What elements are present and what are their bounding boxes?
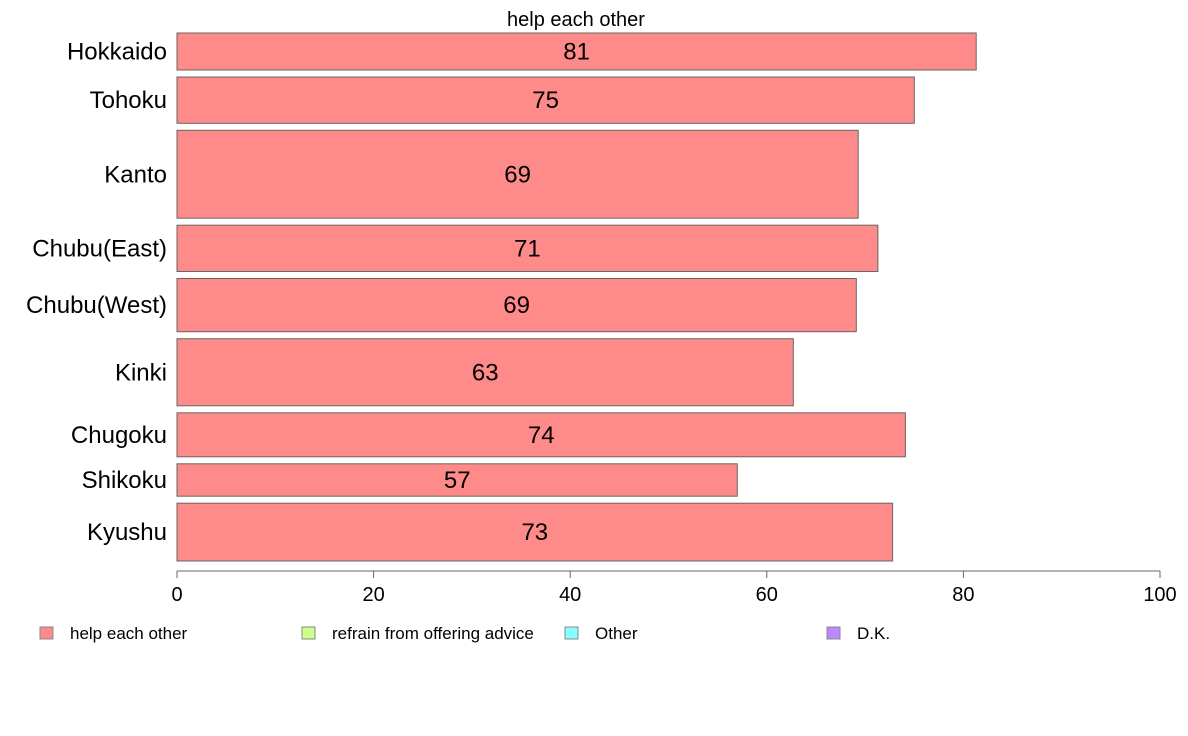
category-label: Kanto (104, 161, 167, 188)
legend-label: refrain from offering advice (332, 624, 534, 643)
legend-swatch (564, 626, 579, 640)
legend-label: help each other (70, 624, 188, 643)
x-tick-label: 40 (559, 584, 581, 606)
bar-value-label: 75 (532, 87, 559, 114)
x-tick-label: 60 (756, 584, 778, 606)
bar-shikoku (176, 463, 738, 497)
bar-kanto (176, 129, 859, 219)
category-label: Kyushu (87, 519, 167, 546)
bar-value-label: 74 (528, 422, 555, 449)
bar-kinki (176, 338, 794, 407)
x-tick-label: 20 (362, 584, 384, 606)
category-label: Chugoku (71, 422, 167, 449)
category-label: Hokkaido (67, 39, 167, 66)
bar-chubu-west (176, 278, 857, 333)
legend: help each other refrain from offering adv… (39, 624, 890, 643)
bar-kyushu (176, 502, 894, 562)
x-tick-label: 100 (1143, 584, 1176, 606)
category-label: Chubu(West) (26, 292, 167, 319)
bar-value-label: 69 (504, 161, 531, 188)
legend-label: Other (595, 624, 638, 643)
legend-swatch (826, 626, 841, 640)
bar-chugoku (176, 412, 906, 458)
bar-chubu-east (176, 224, 879, 272)
legend-swatch (301, 626, 316, 640)
category-label: Tohoku (90, 87, 167, 114)
bar-value-label: 69 (503, 292, 530, 319)
legend-label: D.K. (857, 624, 890, 643)
category-label: Kinki (115, 359, 167, 386)
legend-swatch (39, 626, 54, 640)
bar-tohoku (176, 76, 915, 124)
bar-value-label: 63 (472, 359, 499, 386)
bar-value-label: 73 (521, 519, 548, 546)
x-axis: 0 20 40 60 80 100 (171, 570, 1177, 606)
x-tick-label: 80 (952, 584, 974, 606)
bar-hokkaido (176, 32, 977, 71)
bar-value-label: 57 (444, 467, 471, 494)
bar-value-label: 71 (514, 235, 541, 262)
x-tick-label: 0 (171, 584, 182, 606)
bars-group: Hokkaido 81 Tohoku 75 Kanto 69 Chubu(East) 71 Ch… (26, 32, 977, 562)
category-label: Shikoku (82, 467, 167, 494)
bar-value-label: 81 (563, 39, 590, 66)
chart-title: help each other (507, 9, 645, 31)
category-label: Chubu(East) (32, 235, 167, 262)
